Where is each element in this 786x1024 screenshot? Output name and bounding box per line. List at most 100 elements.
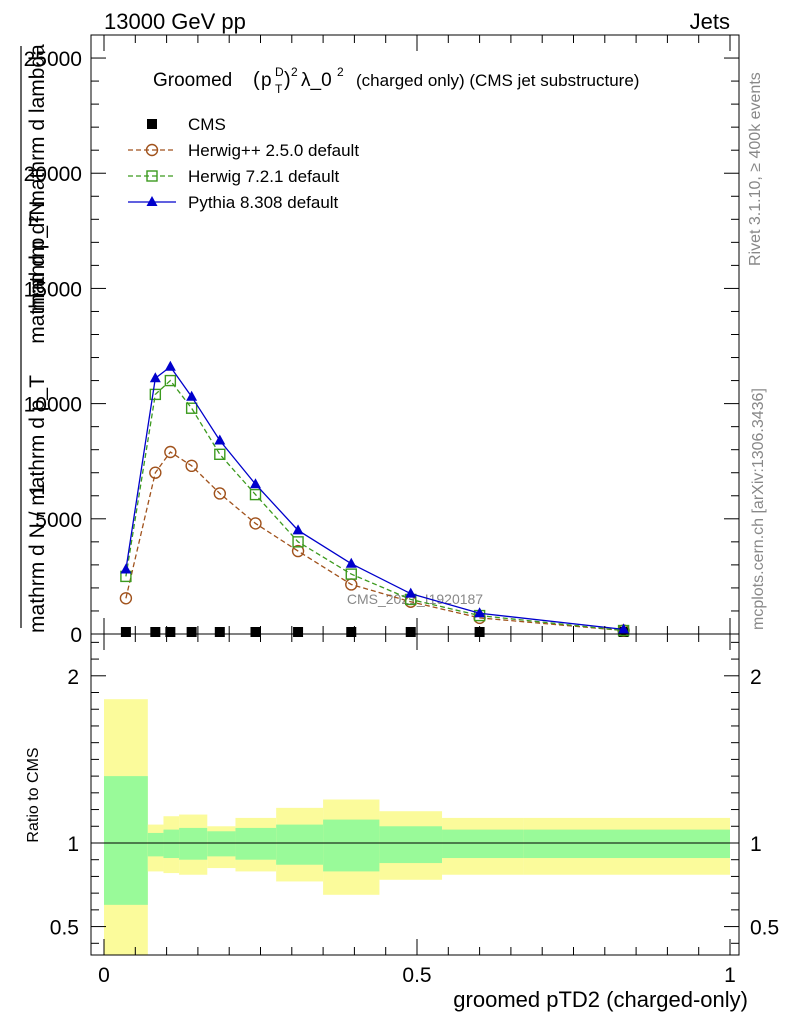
inner-band-bin	[379, 826, 443, 864]
data-point	[293, 627, 304, 637]
data-point	[249, 517, 262, 530]
ratio-bands	[104, 699, 730, 955]
svg-text:2: 2	[291, 65, 298, 79]
inner-band-bin	[163, 829, 180, 859]
ratio-y-tick-label: 0.5	[50, 917, 79, 940]
data-point	[249, 478, 261, 489]
data-point	[164, 445, 177, 459]
data-point	[213, 487, 227, 500]
data-point	[474, 607, 486, 618]
series-line	[125, 379, 624, 632]
data-point	[618, 623, 630, 634]
inner-band-bin	[323, 819, 380, 872]
legend-label: Herwig++ 2.5.0 default	[188, 141, 359, 160]
legend: CMS Herwig++ 2.5.0 default Herwig 7.2.1 de…	[128, 115, 359, 212]
svg-text:D: D	[275, 65, 284, 79]
inner-band-bin	[442, 829, 524, 859]
svg-text:2: 2	[337, 65, 344, 79]
xaxis-title: groomed pTD2 (charged-only)	[453, 987, 748, 1012]
data-point	[150, 627, 161, 637]
svg-text:mathrm d N / mathrm d p_T: mathrm d N / mathrm d p_T	[26, 375, 49, 633]
data-point	[214, 448, 226, 460]
data-point	[164, 360, 176, 371]
data-point	[291, 544, 305, 558]
inner-band-bin	[235, 827, 277, 860]
ratio-axes: 0.5 0.5 1 1 2 2 0 0.5 1	[50, 634, 779, 987]
data-point	[292, 524, 304, 535]
header-energy: 13000 GeV pp	[104, 9, 246, 34]
ratio-y-tick-label-right: 1	[750, 833, 762, 856]
ratio-y-tick-label: 1	[67, 833, 79, 856]
ratio-frame	[90, 633, 740, 956]
data-point	[345, 557, 357, 568]
series-line	[125, 451, 624, 632]
data-point	[120, 627, 131, 637]
svg-text:(charged only) (CMS jet substr: (charged only) (CMS jet substructure)	[356, 71, 639, 90]
y-tick-label: 15000	[24, 278, 82, 301]
main-axes: 0 5000 10000 15000 20000 25000	[24, 34, 739, 647]
svg-text:mathrm d²N: mathrm d²N	[26, 201, 49, 312]
x-tick-label: 0	[98, 964, 110, 987]
inner-band-bin	[104, 776, 148, 905]
data-point	[405, 627, 416, 637]
data-point	[119, 592, 133, 605]
legend-marker	[145, 143, 159, 157]
plot-title: Groomed ( p D T ) 2 λ_0 2 (charged only)…	[153, 65, 639, 96]
data-point	[214, 434, 226, 445]
y-tick-label: 5000	[35, 509, 82, 532]
svg-text:(: (	[253, 69, 260, 91]
data-point	[346, 627, 357, 637]
data-point	[120, 563, 132, 574]
inner-band-bin	[276, 824, 324, 865]
header-category: Jets	[690, 9, 730, 34]
main-series	[119, 360, 630, 637]
x-tick-label: 1	[724, 964, 736, 987]
ratio-y-tick-label: 2	[67, 666, 79, 689]
legend-item: Pythia 8.308 default	[128, 193, 339, 212]
legend-marker	[147, 119, 157, 129]
inner-band-bin	[147, 832, 164, 857]
svg-text:λ_0: λ_0	[301, 70, 332, 91]
inner-band-bin	[207, 831, 236, 857]
mcplots-label: mcplots.cern.ch [arXiv:1306.3436]	[750, 388, 767, 630]
data-point	[249, 488, 262, 501]
y-tick-label: 20000	[24, 163, 82, 186]
data-point	[345, 568, 357, 580]
series-herwig-2-5-0-default	[119, 445, 630, 637]
data-point	[164, 374, 177, 387]
data-point	[292, 536, 304, 548]
legend-item: Herwig++ 2.5.0 default	[128, 141, 359, 160]
data-point	[405, 587, 417, 598]
legend-marker	[146, 170, 158, 182]
rivet-label: Rivet 3.1.10, ≥ 400k events	[747, 72, 764, 266]
data-point	[165, 627, 176, 637]
data-point	[186, 627, 197, 637]
svg-text:p: p	[261, 70, 272, 91]
data-point	[185, 402, 198, 414]
data-point	[250, 627, 261, 637]
inner-band-bin	[523, 829, 730, 859]
legend-label: CMS	[188, 115, 226, 134]
series-pythia-8-308-default	[120, 360, 630, 634]
svg-text:mathrm d p_T mathrm d lambda: mathrm d p_T mathrm d lambda	[26, 44, 49, 344]
data-point	[214, 627, 225, 637]
y-tick-label: 0	[70, 624, 82, 647]
legend-marker	[146, 196, 158, 206]
y-tick-label: 10000	[24, 394, 82, 417]
legend-label: Herwig 7.2.1 default	[188, 167, 339, 186]
svg-text:1: 1	[26, 484, 49, 496]
ratio-y-tick-label-right: 0.5	[750, 917, 779, 940]
ratio-y-tick-label-right: 2	[750, 666, 762, 689]
svg-text:Groomed: Groomed	[153, 70, 232, 91]
inner-band-bin	[179, 827, 208, 860]
data-point	[149, 466, 162, 479]
data-point	[149, 372, 161, 383]
legend-item: Herwig 7.2.1 default	[128, 167, 339, 186]
series-line	[125, 365, 624, 631]
data-point	[149, 388, 162, 401]
legend-label: Pythia 8.308 default	[188, 193, 339, 212]
svg-text:T: T	[275, 82, 283, 96]
series-cms	[120, 627, 629, 637]
series-herwig-7-2-1-default	[120, 374, 630, 637]
